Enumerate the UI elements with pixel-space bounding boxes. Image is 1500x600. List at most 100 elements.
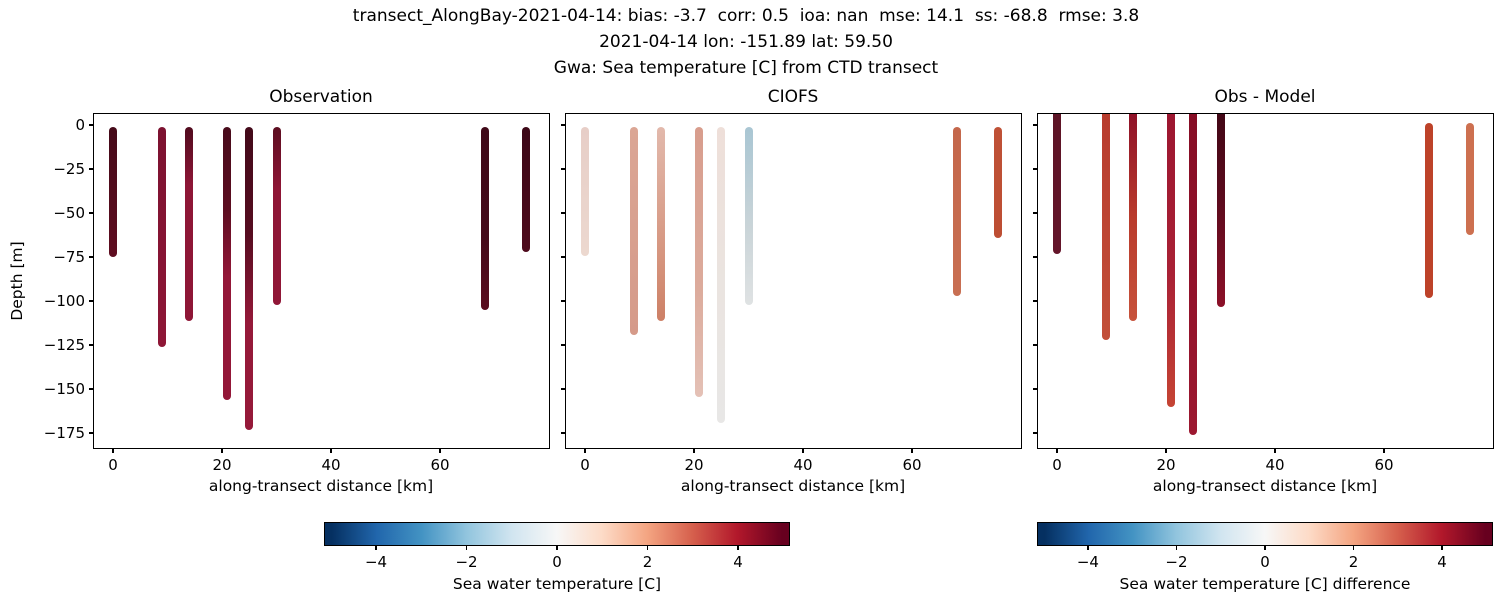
y-tick bbox=[89, 300, 93, 302]
colorbar-tick-label: 4 bbox=[733, 553, 743, 571]
colorbar-tick bbox=[556, 546, 558, 550]
x-tick-label: 40 bbox=[1265, 456, 1285, 474]
y-tick bbox=[89, 344, 93, 346]
x-tick bbox=[911, 449, 913, 453]
ctd-profile-bar bbox=[1167, 114, 1176, 408]
x-tick bbox=[112, 449, 114, 453]
x-tick-label: 20 bbox=[684, 456, 704, 474]
y-tick bbox=[1033, 212, 1037, 214]
ctd-profile-bar bbox=[1465, 122, 1474, 235]
colorbar-tick bbox=[1441, 546, 1443, 550]
colorbar-label-temperature: Sea water temperature [C] bbox=[452, 575, 662, 593]
panel-ciofs bbox=[565, 113, 1022, 449]
colorbar-tick-label: 0 bbox=[1260, 553, 1270, 571]
colorbar-tick-label: 4 bbox=[1437, 553, 1447, 571]
ctd-profile-bar bbox=[953, 127, 962, 297]
colorbar-tick bbox=[465, 546, 468, 550]
x-tick bbox=[693, 449, 695, 453]
colorbar-label-temperature-diff: Sea water temperature [C] difference bbox=[1119, 575, 1411, 593]
ctd-profile-bar bbox=[245, 127, 254, 430]
x-axis-label-obs-model: along-transect distance [km] bbox=[1152, 477, 1378, 495]
y-tick bbox=[561, 256, 565, 258]
colorbar-tick bbox=[375, 546, 377, 550]
y-tick bbox=[561, 344, 565, 346]
ctd-profile-bar bbox=[1102, 114, 1111, 341]
colorbar-tick bbox=[1175, 546, 1178, 550]
y-tick bbox=[561, 300, 565, 302]
x-tick bbox=[1383, 449, 1385, 453]
y-tick bbox=[1033, 168, 1037, 170]
x-tick-label: 60 bbox=[1374, 456, 1394, 474]
x-tick-label: 0 bbox=[1052, 456, 1062, 474]
ctd-profile-bar bbox=[1216, 114, 1225, 307]
y-tick bbox=[1033, 432, 1037, 434]
ctd-profile-bar bbox=[521, 127, 530, 253]
ctd-profile-bar bbox=[993, 127, 1002, 239]
x-tick-label: 0 bbox=[108, 456, 118, 474]
x-tick-label: 20 bbox=[1156, 456, 1176, 474]
colorbar-tick-label: −2 bbox=[1165, 553, 1188, 571]
ctd-profile-bar bbox=[744, 127, 753, 305]
y-tick bbox=[561, 212, 565, 214]
colorbar-tick-label: 2 bbox=[1348, 553, 1359, 571]
ctd-profile-bar bbox=[657, 127, 666, 321]
ctd-profile-bar bbox=[481, 127, 490, 311]
ctd-profile-bar bbox=[695, 127, 704, 397]
x-tick-label: 40 bbox=[321, 456, 341, 474]
y-tick bbox=[1033, 124, 1037, 126]
x-tick-label: 40 bbox=[793, 456, 813, 474]
y-tick bbox=[1033, 300, 1037, 302]
colorbar-tick-label: −4 bbox=[1076, 553, 1099, 571]
x-tick-label: 60 bbox=[430, 456, 450, 474]
panel-observation bbox=[93, 113, 550, 449]
panel-title-obs-model: Obs - Model bbox=[1214, 87, 1316, 107]
x-tick bbox=[439, 449, 441, 453]
y-tick bbox=[89, 432, 93, 434]
y-tick bbox=[561, 432, 565, 434]
y-tick-label: 0 bbox=[75, 116, 85, 134]
ctd-profile-bar bbox=[630, 127, 639, 335]
ctd-profile-bar bbox=[272, 127, 281, 305]
x-tick bbox=[1274, 449, 1276, 453]
colorbar-tick bbox=[1264, 546, 1266, 550]
y-tick bbox=[89, 168, 93, 170]
y-tick-label: −175 bbox=[43, 424, 85, 442]
ctd-profile-bar bbox=[1425, 122, 1434, 298]
ctd-profile-bar bbox=[1189, 114, 1198, 436]
ctd-profile-bar bbox=[717, 127, 726, 423]
ctd-profile-bar bbox=[109, 127, 117, 258]
ctd-profile-bar bbox=[158, 127, 167, 348]
x-tick bbox=[1056, 449, 1058, 453]
ctd-profile-bar bbox=[581, 127, 589, 256]
x-axis-label-ciofs: along-transect distance [km] bbox=[680, 477, 906, 495]
x-tick-label: 60 bbox=[902, 456, 922, 474]
colorbar-tick-label: −4 bbox=[364, 553, 388, 571]
figure-title-line-1: transect_AlongBay-2021-04-14: bias: -3.7… bbox=[352, 6, 1140, 26]
y-tick bbox=[1033, 256, 1037, 258]
y-tick-label: −75 bbox=[53, 248, 85, 266]
colorbar-tick bbox=[1087, 546, 1089, 550]
y-tick-label: −100 bbox=[43, 292, 85, 310]
x-tick bbox=[330, 449, 332, 453]
x-tick-label: 20 bbox=[212, 456, 232, 474]
panel-obs-model bbox=[1037, 113, 1494, 449]
y-tick-label: −125 bbox=[43, 336, 85, 354]
colorbar-tick-label: 0 bbox=[552, 553, 562, 571]
colorbar-temperature bbox=[324, 522, 790, 546]
ctd-profile-bar bbox=[185, 127, 194, 321]
figure-title-line-3: Gwa: Sea temperature [C] from CTD transe… bbox=[553, 58, 939, 78]
x-tick bbox=[584, 449, 586, 453]
ctd-profile-bar bbox=[1129, 114, 1138, 321]
x-tick bbox=[1165, 449, 1167, 453]
colorbar-tick-label: 2 bbox=[642, 553, 653, 571]
figure-title-line-2: 2021-04-14 lon: -151.89 lat: 59.50 bbox=[599, 32, 893, 52]
x-axis-label-observation: along-transect distance [km] bbox=[208, 477, 434, 495]
colorbar-tick bbox=[1352, 546, 1355, 550]
colorbar-tick bbox=[737, 546, 739, 550]
x-tick-label: 0 bbox=[580, 456, 590, 474]
y-tick bbox=[89, 256, 93, 258]
x-tick bbox=[221, 449, 223, 453]
y-tick-label: −50 bbox=[53, 204, 85, 222]
panel-title-ciofs: CIOFS bbox=[767, 87, 819, 107]
